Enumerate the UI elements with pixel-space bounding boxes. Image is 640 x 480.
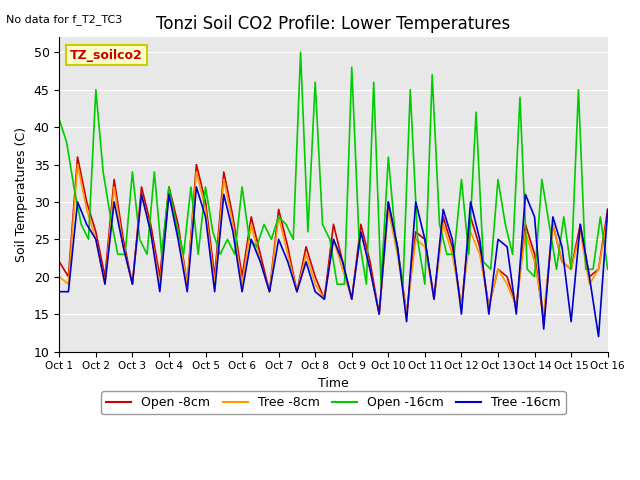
X-axis label: Time: Time	[318, 377, 349, 390]
Text: TZ_soilco2: TZ_soilco2	[70, 48, 143, 61]
Title: Tonzi Soil CO2 Profile: Lower Temperatures: Tonzi Soil CO2 Profile: Lower Temperatur…	[156, 15, 511, 33]
Y-axis label: Soil Temperatures (C): Soil Temperatures (C)	[15, 127, 28, 262]
Text: No data for f_T2_TC3: No data for f_T2_TC3	[6, 14, 123, 25]
Legend: Open -8cm, Tree -8cm, Open -16cm, Tree -16cm: Open -8cm, Tree -8cm, Open -16cm, Tree -…	[101, 391, 566, 414]
